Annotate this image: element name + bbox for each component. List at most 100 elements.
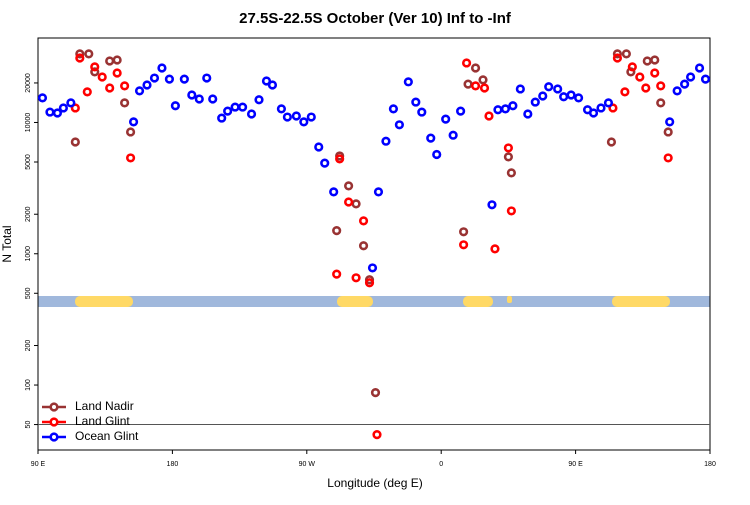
- marker: [66, 98, 76, 108]
- x-tick-label: 90 E: [568, 461, 583, 468]
- marker: [487, 200, 497, 210]
- marker: [75, 53, 85, 63]
- marker: [627, 62, 637, 72]
- marker: [663, 127, 673, 137]
- y-tick-label: 500: [25, 287, 32, 299]
- marker: [641, 83, 651, 93]
- marker: [506, 168, 516, 178]
- x-tick-label: 0: [439, 461, 443, 468]
- legend-label: Land Nadir: [75, 399, 134, 413]
- land-band: [612, 296, 670, 307]
- marker: [45, 107, 55, 117]
- land-band: [75, 296, 133, 307]
- marker: [105, 56, 115, 66]
- chart-title: 27.5S-22.5S October (Ver 10) Inf to -Inf: [239, 10, 512, 27]
- marker: [335, 154, 345, 164]
- legend-label: Ocean Glint: [75, 429, 139, 443]
- marker: [358, 216, 369, 226]
- marker: [90, 62, 100, 72]
- marker: [573, 93, 584, 103]
- marker: [70, 137, 80, 147]
- marker: [388, 104, 399, 114]
- marker: [470, 81, 481, 91]
- marker: [417, 107, 427, 117]
- surface-mask: [38, 296, 710, 307]
- marker: [503, 152, 514, 162]
- legend-label: Land Glint: [75, 414, 130, 428]
- marker: [456, 106, 466, 116]
- marker: [642, 56, 652, 66]
- marker: [508, 101, 518, 111]
- marker: [351, 199, 361, 209]
- marker: [230, 102, 240, 112]
- marker: [461, 58, 472, 68]
- marker: [291, 111, 301, 121]
- marker: [381, 136, 391, 146]
- marker: [448, 130, 458, 140]
- marker: [372, 430, 382, 440]
- legend-marker: [49, 402, 59, 412]
- marker: [58, 103, 68, 113]
- marker: [432, 149, 442, 160]
- marker: [276, 104, 287, 114]
- marker: [90, 67, 100, 77]
- marker: [282, 112, 292, 122]
- x-tick-label: 90 E: [31, 461, 46, 468]
- marker: [588, 108, 599, 118]
- marker: [606, 137, 617, 147]
- marker: [685, 72, 696, 82]
- marker: [217, 113, 227, 123]
- x-axis-label: Longitude (deg E): [327, 476, 422, 490]
- marker: [672, 86, 682, 96]
- marker: [299, 117, 309, 127]
- marker: [700, 74, 711, 84]
- marker: [463, 79, 473, 89]
- marker: [261, 76, 272, 86]
- x-tick-label: 90 W: [299, 461, 316, 468]
- marker: [411, 97, 421, 107]
- marker: [441, 114, 451, 124]
- marker: [663, 153, 673, 163]
- y-axis-label: N Total: [0, 225, 14, 262]
- marker: [566, 90, 576, 100]
- marker: [608, 103, 618, 113]
- marker: [603, 98, 614, 108]
- marker: [680, 79, 690, 89]
- land-band: [463, 296, 493, 307]
- marker: [553, 84, 563, 94]
- marker: [665, 117, 675, 127]
- marker: [187, 90, 197, 100]
- marker: [515, 84, 525, 94]
- marker: [367, 263, 378, 273]
- marker: [82, 87, 92, 97]
- marker: [530, 97, 540, 107]
- marker: [52, 108, 63, 118]
- marker: [134, 86, 145, 96]
- marker: [112, 68, 122, 78]
- marker: [364, 278, 375, 288]
- marker: [478, 75, 488, 85]
- marker: [344, 197, 354, 207]
- marker: [170, 101, 180, 111]
- marker: [267, 80, 278, 90]
- marker: [650, 55, 660, 65]
- marker: [621, 49, 631, 59]
- marker: [351, 273, 361, 283]
- y-tick-label: 50: [25, 421, 32, 429]
- marker: [120, 81, 130, 91]
- marker: [125, 127, 136, 137]
- y-tick-label: 5000: [25, 154, 32, 170]
- y-tick-label: 20000: [25, 73, 32, 93]
- x-tick-label: 180: [167, 461, 179, 468]
- marker: [484, 111, 494, 121]
- marker: [37, 93, 48, 103]
- marker: [329, 187, 339, 197]
- marker: [635, 72, 645, 82]
- marker: [149, 73, 160, 83]
- marker: [493, 105, 503, 115]
- marker: [500, 104, 511, 114]
- marker: [194, 94, 204, 104]
- ocean-band: [38, 296, 710, 307]
- marker: [179, 74, 189, 84]
